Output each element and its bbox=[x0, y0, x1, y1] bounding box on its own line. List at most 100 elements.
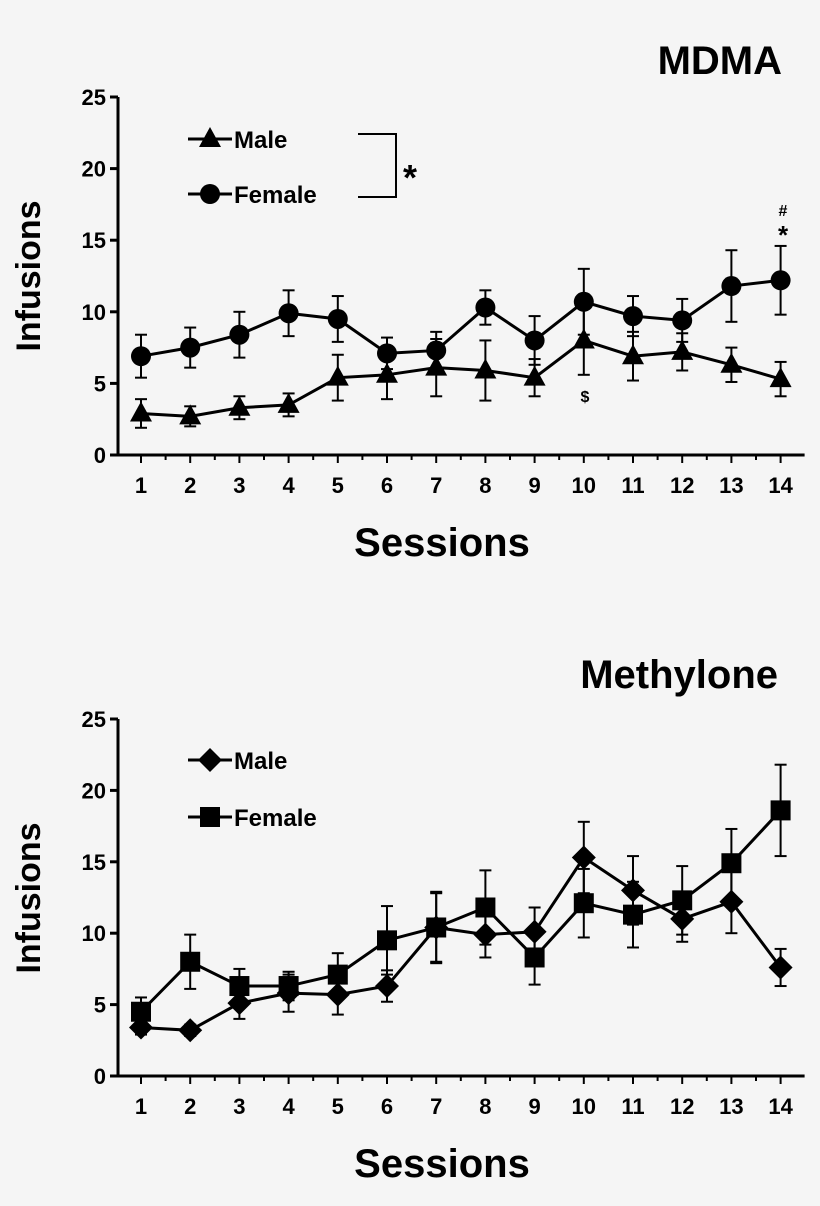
y-tick-label: 5 bbox=[94, 993, 106, 1018]
data-point bbox=[278, 976, 299, 997]
x-axis-label: Sessions bbox=[354, 1142, 530, 1186]
x-tick-label: 5 bbox=[332, 473, 344, 498]
legend-marker-female-shape bbox=[200, 184, 220, 204]
data-point bbox=[623, 306, 643, 327]
x-tick-label: 11 bbox=[621, 473, 644, 498]
data-point bbox=[326, 365, 349, 386]
data-point bbox=[523, 365, 546, 386]
x-tick-label: 6 bbox=[381, 1094, 393, 1119]
data-point bbox=[573, 893, 594, 914]
data-point bbox=[623, 904, 643, 925]
x-tick-label: 8 bbox=[479, 473, 491, 498]
data-point bbox=[180, 337, 201, 358]
series-female bbox=[131, 244, 791, 379]
data-point bbox=[573, 291, 594, 312]
x-tick-label: 2 bbox=[184, 473, 196, 498]
data-point bbox=[426, 917, 447, 938]
legend-marker-female bbox=[200, 807, 220, 827]
data-point bbox=[179, 404, 202, 425]
data-point bbox=[130, 401, 152, 422]
y-axis-label: Infusions bbox=[10, 200, 48, 351]
legend-marker-male-shape bbox=[198, 748, 222, 772]
data-point bbox=[769, 367, 792, 388]
data-point bbox=[475, 297, 496, 318]
y-tick-label: 15 bbox=[82, 228, 106, 253]
legend-marker-female bbox=[200, 184, 220, 204]
annotation-hash: # bbox=[779, 203, 788, 220]
x-tick-label: 13 bbox=[719, 1094, 743, 1119]
x-tick-label: 4 bbox=[282, 473, 295, 498]
y-tick-label: 0 bbox=[94, 1064, 106, 1089]
x-tick-label: 13 bbox=[719, 473, 743, 498]
data-point bbox=[228, 395, 251, 416]
legend-label-female: Female bbox=[234, 805, 317, 832]
data-point bbox=[377, 343, 397, 364]
y-axis-label: Infusions bbox=[10, 822, 48, 973]
x-tick-label: 3 bbox=[233, 473, 245, 498]
legend-label-female: Female bbox=[234, 182, 317, 209]
y-tick-label: 20 bbox=[82, 778, 106, 803]
data-point bbox=[131, 1001, 151, 1022]
data-point bbox=[770, 800, 791, 821]
x-tick-label: 5 bbox=[332, 1094, 344, 1119]
data-point bbox=[768, 955, 793, 980]
mdma-chart: MDMA Infusions Sessions Male Female * 0 5… bbox=[10, 39, 805, 565]
data-point bbox=[721, 853, 742, 874]
annotation-star: * bbox=[778, 220, 789, 250]
methylone-chart: Methylone Infusions Sessions Male Female… bbox=[10, 653, 805, 1186]
annotation-dollar: $ bbox=[581, 389, 590, 406]
x-tick-label: 7 bbox=[430, 473, 442, 498]
x-tick-label: 7 bbox=[430, 1094, 442, 1119]
x-tick-label: 12 bbox=[670, 1094, 694, 1119]
data-point bbox=[524, 330, 545, 351]
y-tick-label: 20 bbox=[82, 157, 106, 182]
data-point bbox=[180, 951, 201, 972]
x-tick-label: 2 bbox=[184, 1094, 196, 1119]
series-line bbox=[140, 338, 782, 418]
x-tick-label: 10 bbox=[572, 473, 596, 498]
series-male bbox=[130, 305, 792, 429]
x-tick-label: 10 bbox=[572, 1094, 596, 1119]
plot-area bbox=[130, 244, 792, 429]
data-point bbox=[571, 845, 596, 870]
data-point bbox=[377, 930, 397, 951]
legend-marker-male-shape bbox=[199, 127, 221, 147]
x-tick-label: 9 bbox=[528, 1094, 540, 1119]
legend-marker-female-shape bbox=[200, 807, 220, 827]
data-point bbox=[622, 344, 644, 365]
x-tick-label: 8 bbox=[479, 1094, 491, 1119]
x-tick-label: 14 bbox=[768, 1094, 793, 1119]
legend-marker-male bbox=[198, 748, 222, 772]
x-tick-label: 9 bbox=[528, 473, 540, 498]
data-point bbox=[376, 362, 398, 383]
data-point bbox=[524, 947, 545, 968]
data-point bbox=[572, 328, 595, 349]
chart-title: MDMA bbox=[658, 39, 782, 83]
x-tick-label: 14 bbox=[768, 473, 793, 498]
y-tick-label: 15 bbox=[82, 850, 106, 875]
chart-title: Methylone bbox=[580, 653, 778, 697]
x-tick-label: 6 bbox=[381, 473, 393, 498]
data-point bbox=[426, 340, 447, 361]
data-point bbox=[475, 897, 496, 918]
data-point bbox=[719, 889, 744, 914]
x-tick-label: 1 bbox=[135, 473, 147, 498]
x-tick-label: 11 bbox=[621, 1094, 644, 1119]
data-point bbox=[278, 303, 299, 324]
data-point bbox=[721, 276, 742, 297]
y-tick-label: 5 bbox=[94, 371, 106, 396]
data-point bbox=[672, 310, 693, 331]
x-tick-label: 4 bbox=[282, 1094, 295, 1119]
y-tick-label: 25 bbox=[82, 707, 106, 732]
y-tick-label: 25 bbox=[82, 85, 106, 110]
x-axis-label: Sessions bbox=[354, 521, 530, 565]
x-tick-label: 12 bbox=[670, 473, 694, 498]
x-tick-label: 1 bbox=[135, 1094, 147, 1119]
significance-star: * bbox=[403, 157, 417, 198]
x-tick-label: 3 bbox=[233, 1094, 245, 1119]
significance-bracket bbox=[358, 133, 397, 198]
data-point bbox=[229, 324, 250, 345]
legend: Male Female * bbox=[188, 127, 417, 209]
